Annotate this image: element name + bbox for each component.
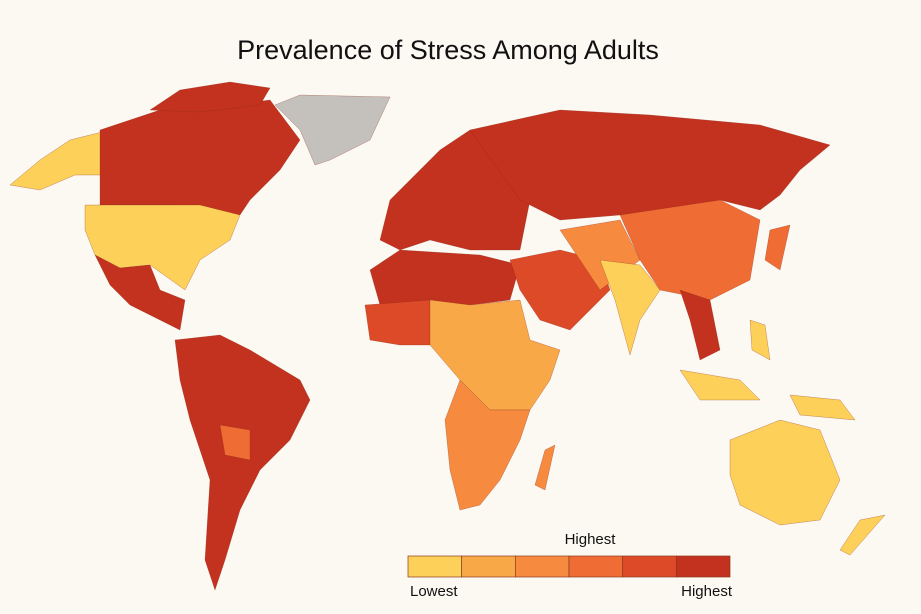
region-southern-africa bbox=[444, 379, 531, 511]
region-central-america bbox=[94, 254, 186, 331]
legend-low-label: Lowest bbox=[410, 583, 458, 600]
region-arctic-islands bbox=[149, 81, 271, 113]
region-southeast-asia bbox=[679, 289, 721, 361]
legend-swatch bbox=[461, 555, 516, 578]
region-philippines bbox=[749, 319, 771, 361]
region-madagascar bbox=[534, 444, 556, 491]
region-usa bbox=[84, 204, 241, 291]
legend-swatch bbox=[514, 555, 570, 578]
region-indonesia bbox=[679, 369, 761, 401]
region-russia bbox=[469, 109, 831, 221]
region-japan bbox=[764, 224, 791, 271]
region-new-zealand bbox=[839, 514, 886, 556]
region-new-guinea bbox=[789, 394, 856, 421]
legend-scale bbox=[407, 555, 731, 578]
legend-title: Highest bbox=[565, 531, 617, 548]
legend-swatch bbox=[622, 555, 677, 578]
region-bolivia bbox=[219, 424, 251, 461]
map-title: Prevalence of Stress Among Adults bbox=[237, 35, 659, 65]
region-greenland bbox=[274, 94, 391, 166]
region-australia bbox=[729, 419, 841, 526]
world-map bbox=[9, 81, 886, 591]
legend-swatch bbox=[407, 555, 463, 578]
region-india bbox=[599, 259, 661, 356]
region-china bbox=[619, 199, 761, 301]
legend-swatch bbox=[568, 555, 624, 578]
region-south-america bbox=[174, 334, 311, 591]
region-west-africa bbox=[364, 299, 431, 346]
legend-high-label: Highest bbox=[681, 583, 733, 600]
region-middle-east bbox=[509, 249, 611, 331]
legend-swatch bbox=[675, 555, 731, 578]
